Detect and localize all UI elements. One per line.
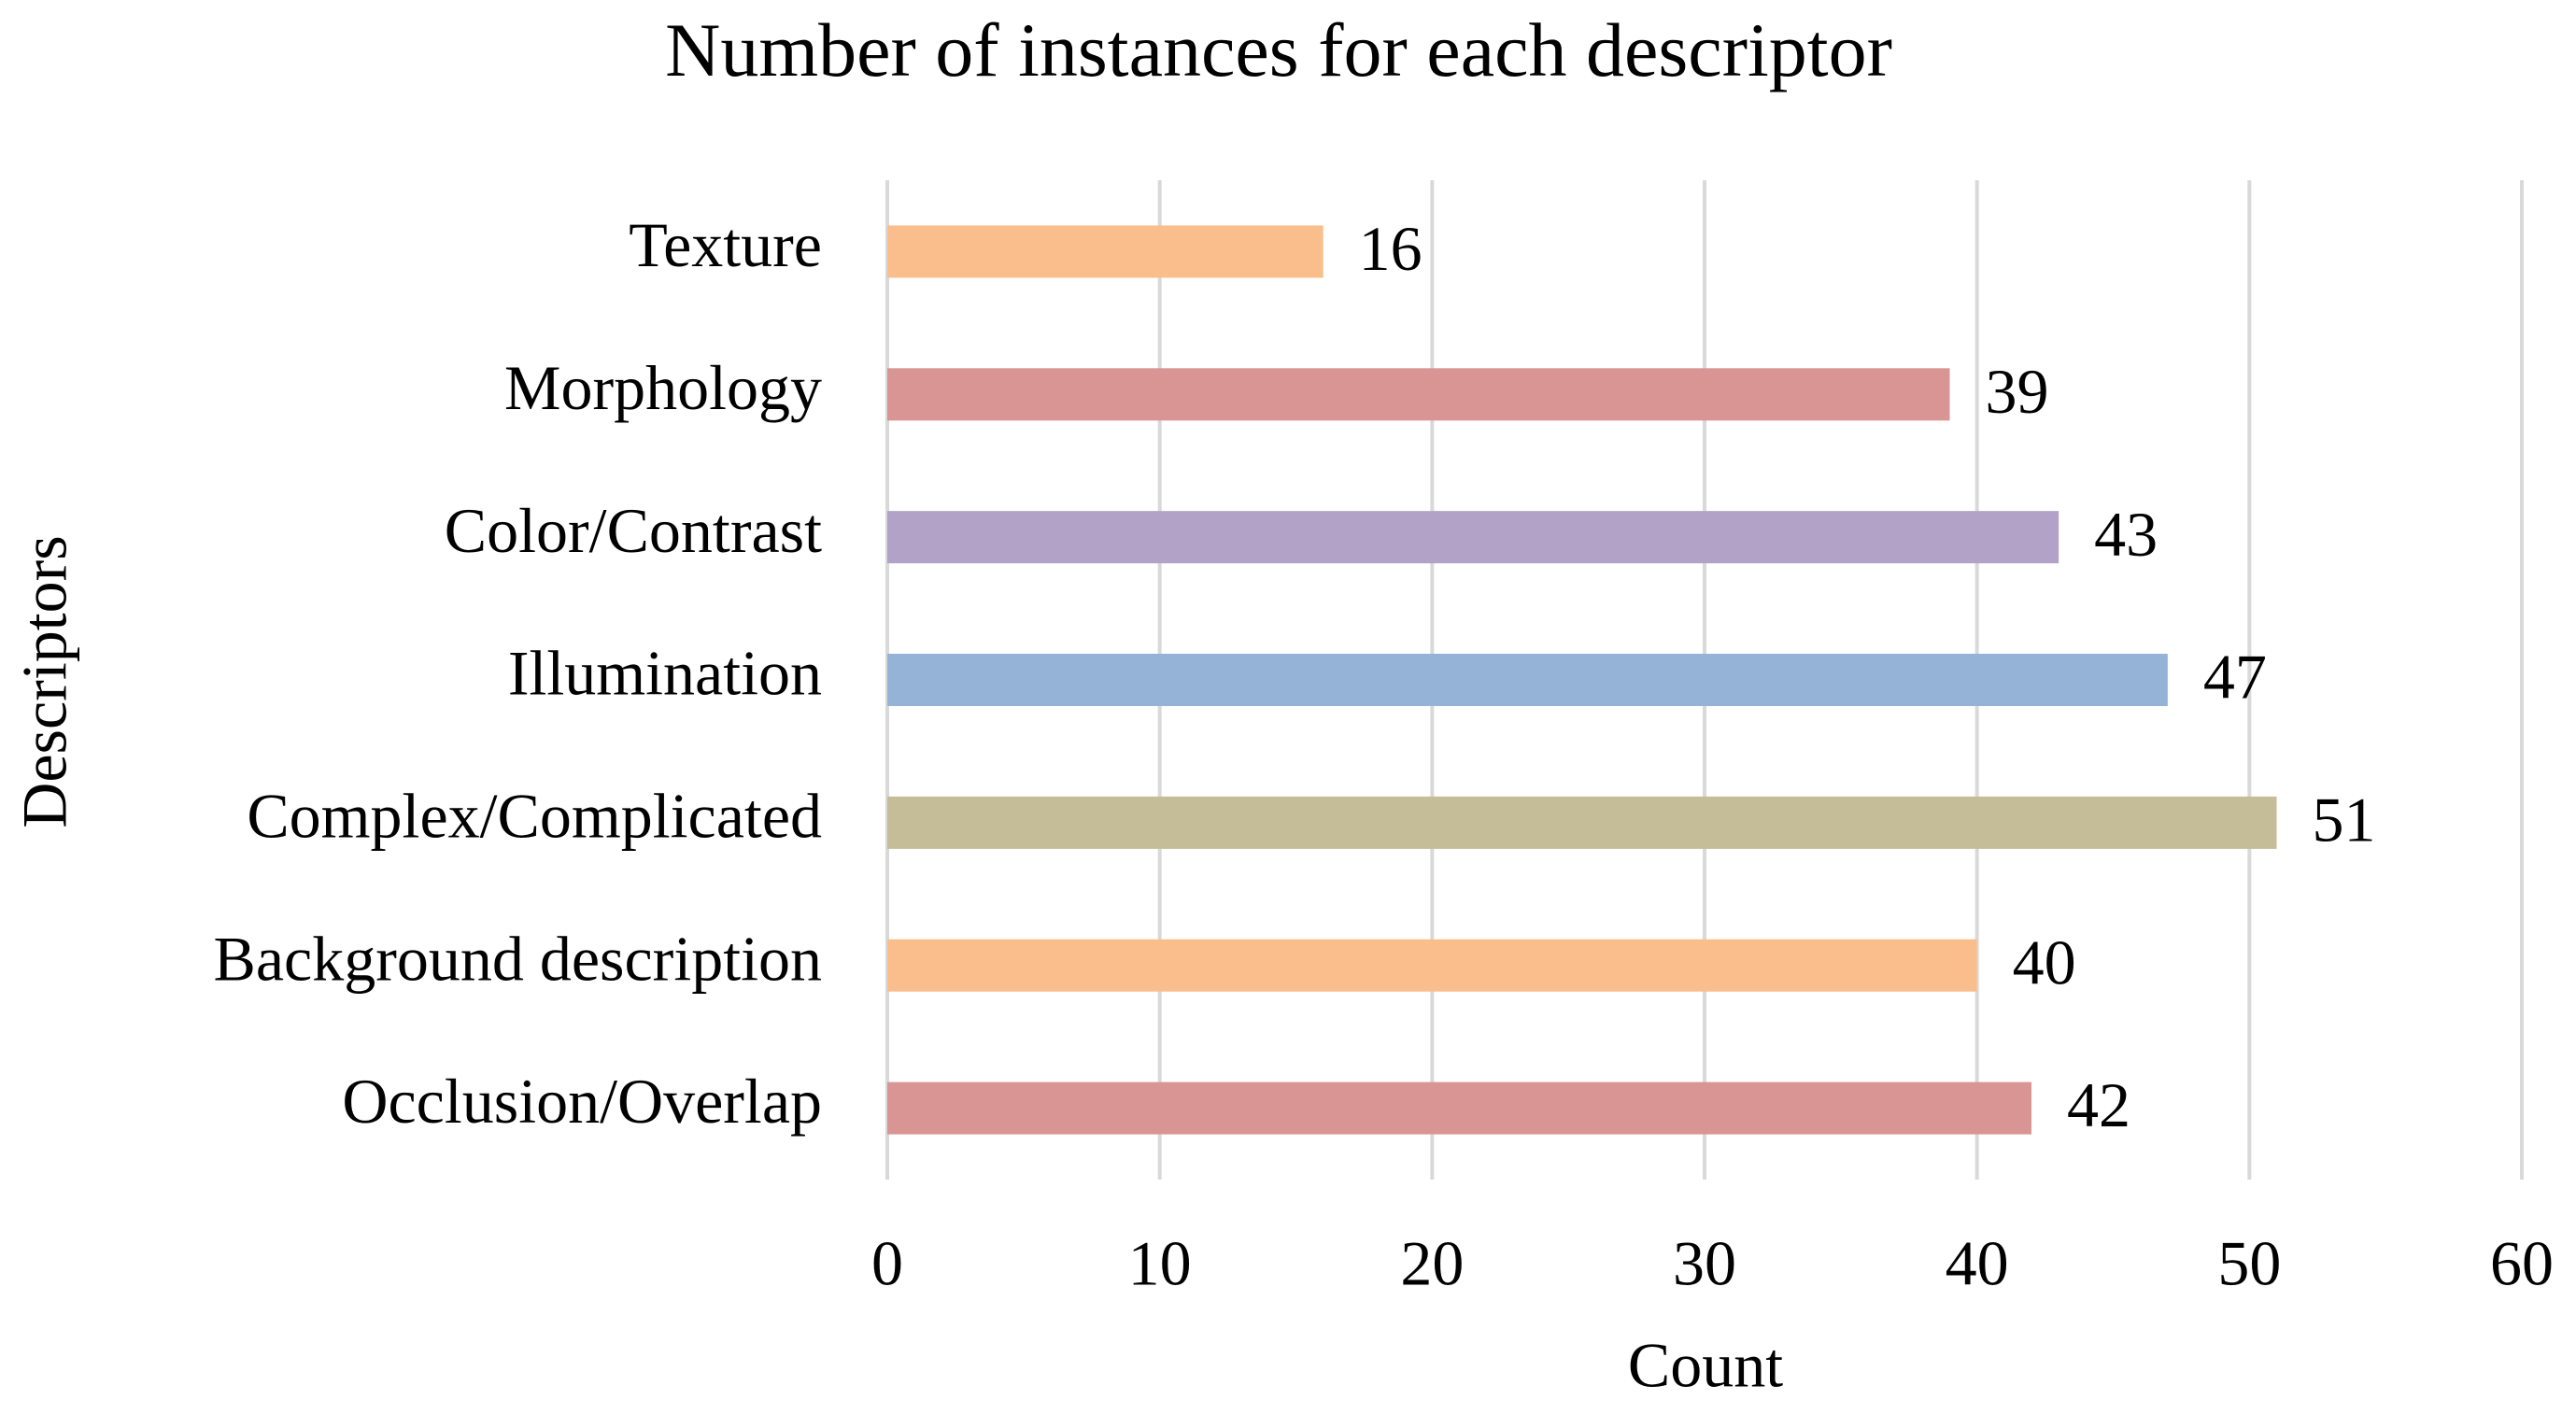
bar xyxy=(887,796,2277,849)
y-tick-label: Color/Contrast xyxy=(445,495,822,566)
x-axis-label: Count xyxy=(1628,1330,1783,1401)
value-label: 51 xyxy=(2313,784,2376,855)
y-tick-label: Morphology xyxy=(504,352,822,423)
bar xyxy=(887,511,2059,564)
bar xyxy=(887,939,1977,992)
chart-title: Number of instances for each descriptor xyxy=(665,7,1892,92)
value-label: 47 xyxy=(2203,642,2267,713)
value-label: 42 xyxy=(2067,1069,2130,1140)
y-tick-label: Occlusion/Overlap xyxy=(342,1066,822,1137)
bar xyxy=(887,225,1323,278)
x-tick-label: 20 xyxy=(1400,1228,1464,1299)
x-tick-label: 40 xyxy=(1946,1228,2009,1299)
value-label: 39 xyxy=(1986,356,2049,427)
y-axis-label: Descriptors xyxy=(9,535,80,827)
value-label: 43 xyxy=(2094,499,2158,570)
bar xyxy=(887,654,2168,706)
x-tick-label: 0 xyxy=(871,1228,903,1299)
x-tick-label: 30 xyxy=(1673,1228,1736,1299)
x-tick-label: 60 xyxy=(2490,1228,2554,1299)
y-tick-label: Background description xyxy=(213,923,822,994)
x-tick-label: 10 xyxy=(1128,1228,1192,1299)
value-label: 16 xyxy=(1359,213,1422,284)
value-label: 40 xyxy=(2013,926,2076,997)
bar xyxy=(887,368,1950,421)
x-tick-label: 50 xyxy=(2217,1228,2281,1299)
y-tick-label: Illumination xyxy=(508,638,822,709)
bar xyxy=(887,1082,2031,1135)
y-tick-label: Complex/Complicated xyxy=(247,780,822,851)
y-tick-label: Texture xyxy=(629,209,822,280)
